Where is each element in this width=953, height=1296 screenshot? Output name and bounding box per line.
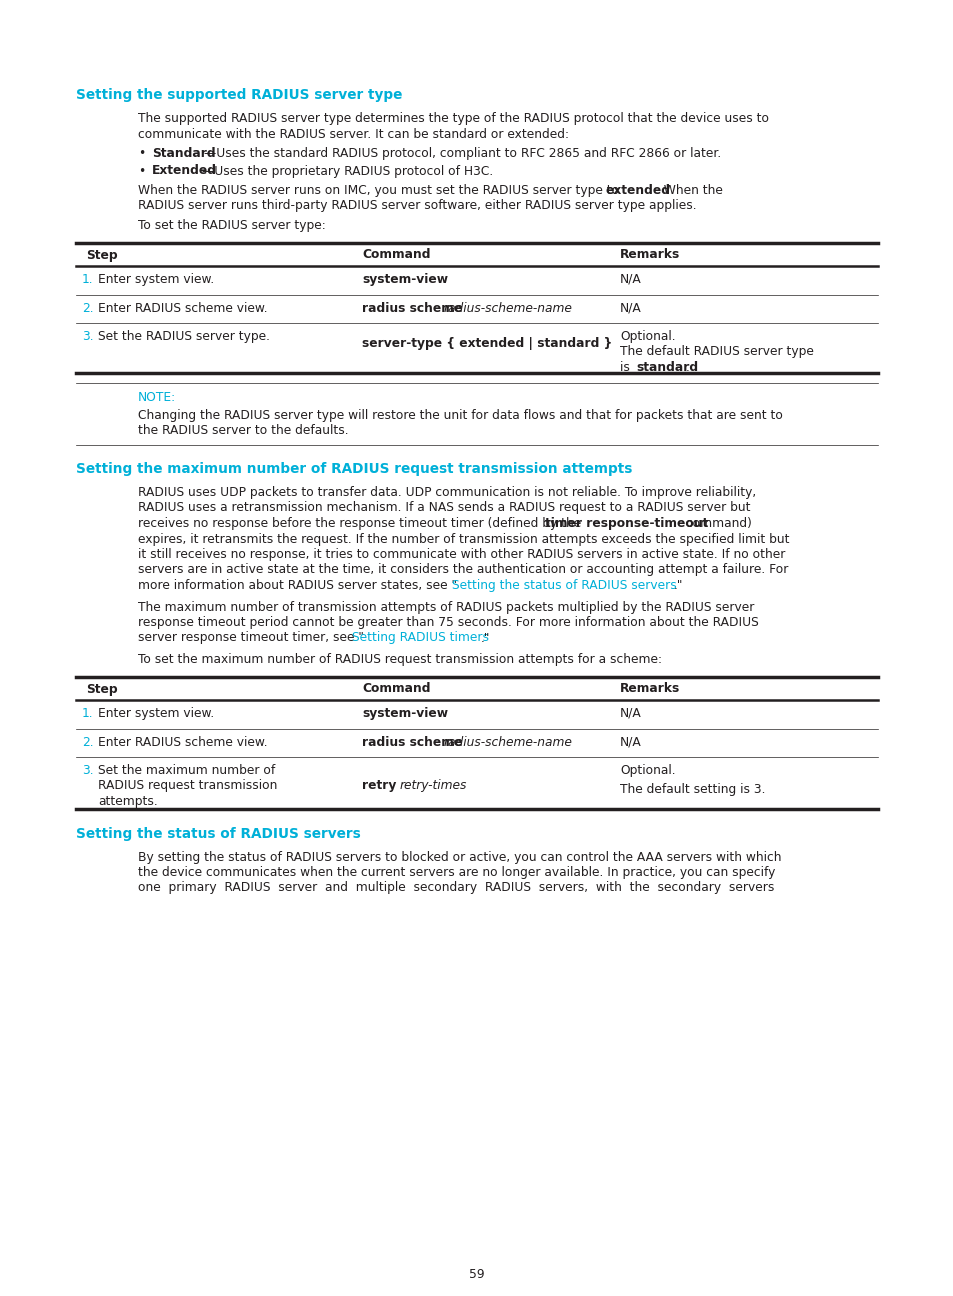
Text: To set the maximum number of RADIUS request transmission attempts for a scheme:: To set the maximum number of RADIUS requ…	[138, 653, 661, 666]
Text: response timeout period cannot be greater than 75 seconds. For more information : response timeout period cannot be greate…	[138, 616, 758, 629]
Text: communicate with the RADIUS server. It can be standard or extended:: communicate with the RADIUS server. It c…	[138, 127, 568, 140]
Text: radius scheme: radius scheme	[361, 302, 466, 315]
Text: By setting the status of RADIUS servers to blocked or active, you can control th: By setting the status of RADIUS servers …	[138, 850, 781, 863]
Text: 3.: 3.	[82, 330, 93, 343]
Text: RADIUS uses UDP packets to transfer data. UDP communication is not reliable. To : RADIUS uses UDP packets to transfer data…	[138, 486, 756, 499]
Text: RADIUS request transmission: RADIUS request transmission	[98, 779, 277, 792]
Text: •: •	[138, 146, 145, 159]
Text: 2.: 2.	[82, 302, 93, 315]
Text: Command: Command	[361, 249, 430, 262]
Text: it still receives no response, it tries to communicate with other RADIUS servers: it still receives no response, it tries …	[138, 548, 784, 561]
Text: Step: Step	[86, 683, 117, 696]
Text: system-view: system-view	[361, 708, 448, 721]
Text: radius-scheme-name: radius-scheme-name	[443, 302, 572, 315]
Text: 59: 59	[469, 1267, 484, 1280]
Text: N/A: N/A	[619, 302, 641, 315]
Text: Optional.: Optional.	[619, 765, 675, 778]
Text: Set the RADIUS server type.: Set the RADIUS server type.	[98, 330, 270, 343]
Text: The default RADIUS server type: The default RADIUS server type	[619, 346, 813, 359]
Text: Enter system view.: Enter system view.	[98, 273, 214, 286]
Text: Setting the status of RADIUS servers: Setting the status of RADIUS servers	[76, 827, 360, 841]
Text: •: •	[138, 165, 145, 178]
Text: Standard: Standard	[152, 146, 215, 159]
Text: The maximum number of transmission attempts of RADIUS packets multiplied by the : The maximum number of transmission attem…	[138, 600, 754, 613]
Text: Optional.: Optional.	[619, 330, 675, 343]
Text: To set the RADIUS server type:: To set the RADIUS server type:	[138, 219, 325, 232]
Text: attempts.: attempts.	[98, 794, 157, 807]
Text: is: is	[619, 362, 633, 375]
Text: 1.: 1.	[82, 708, 93, 721]
Text: .: .	[685, 362, 689, 375]
Text: The default setting is 3.: The default setting is 3.	[619, 784, 764, 797]
Text: Step: Step	[86, 249, 117, 262]
Text: Changing the RADIUS server type will restore the unit for data flows and that fo: Changing the RADIUS server type will res…	[138, 408, 782, 421]
Text: RADIUS uses a retransmission mechanism. If a NAS sends a RADIUS request to a RAD: RADIUS uses a retransmission mechanism. …	[138, 502, 750, 515]
Text: Remarks: Remarks	[619, 249, 679, 262]
Text: N/A: N/A	[619, 736, 641, 749]
Text: server response timeout timer, see ": server response timeout timer, see "	[138, 631, 363, 644]
Text: Setting the status of RADIUS servers: Setting the status of RADIUS servers	[452, 579, 676, 592]
Text: Setting the supported RADIUS server type: Setting the supported RADIUS server type	[76, 88, 402, 102]
Text: system-view: system-view	[361, 273, 448, 286]
Text: Extended: Extended	[152, 165, 216, 178]
Text: The supported RADIUS server type determines the type of the RADIUS protocol that: The supported RADIUS server type determi…	[138, 111, 768, 124]
Text: 1.: 1.	[82, 273, 93, 286]
Text: retry: retry	[361, 779, 400, 792]
Text: radius-scheme-name: radius-scheme-name	[443, 736, 572, 749]
Text: retry-times: retry-times	[399, 779, 467, 792]
Text: Enter system view.: Enter system view.	[98, 708, 214, 721]
Text: Enter RADIUS scheme view.: Enter RADIUS scheme view.	[98, 736, 268, 749]
Text: Set the maximum number of: Set the maximum number of	[98, 765, 275, 778]
Text: more information about RADIUS server states, see ": more information about RADIUS server sta…	[138, 579, 456, 592]
Text: the device communicates when the current servers are no longer available. In pra: the device communicates when the current…	[138, 866, 775, 879]
Text: the RADIUS server to the defaults.: the RADIUS server to the defaults.	[138, 424, 348, 437]
Text: RADIUS server runs third-party RADIUS server software, either RADIUS server type: RADIUS server runs third-party RADIUS se…	[138, 200, 696, 213]
Text: .": ."	[673, 579, 682, 592]
Text: standard: standard	[636, 362, 698, 375]
Text: one  primary  RADIUS  server  and  multiple  secondary  RADIUS  servers,  with  : one primary RADIUS server and multiple s…	[138, 881, 774, 894]
Text: NOTE:: NOTE:	[138, 391, 176, 404]
Text: extended: extended	[605, 184, 670, 197]
Text: Setting the maximum number of RADIUS request transmission attempts: Setting the maximum number of RADIUS req…	[76, 463, 632, 477]
Text: N/A: N/A	[619, 273, 641, 286]
Text: —Uses the standard RADIUS protocol, compliant to RFC 2865 and RFC 2866 or later.: —Uses the standard RADIUS protocol, comp…	[204, 146, 720, 159]
Text: Setting RADIUS timers: Setting RADIUS timers	[352, 631, 489, 644]
Text: Remarks: Remarks	[619, 683, 679, 696]
Text: timer response-timeout: timer response-timeout	[544, 517, 707, 530]
Text: servers are in active state at the time, it considers the authentication or acco: servers are in active state at the time,…	[138, 564, 787, 577]
Text: .": ."	[480, 631, 490, 644]
Text: N/A: N/A	[619, 708, 641, 721]
Text: . When the: . When the	[656, 184, 722, 197]
Text: 2.: 2.	[82, 736, 93, 749]
Text: expires, it retransmits the request. If the number of transmission attempts exce: expires, it retransmits the request. If …	[138, 533, 789, 546]
Text: server-type { extended | standard }: server-type { extended | standard }	[361, 337, 612, 350]
Text: —Uses the proprietary RADIUS protocol of H3C.: —Uses the proprietary RADIUS protocol of…	[202, 165, 493, 178]
Text: When the RADIUS server runs on IMC, you must set the RADIUS server type to: When the RADIUS server runs on IMC, you …	[138, 184, 622, 197]
Text: 3.: 3.	[82, 765, 93, 778]
Text: command): command)	[681, 517, 751, 530]
Text: Command: Command	[361, 683, 430, 696]
Text: Enter RADIUS scheme view.: Enter RADIUS scheme view.	[98, 302, 268, 315]
Text: receives no response before the response timeout timer (defined by the: receives no response before the response…	[138, 517, 584, 530]
Text: radius scheme: radius scheme	[361, 736, 466, 749]
